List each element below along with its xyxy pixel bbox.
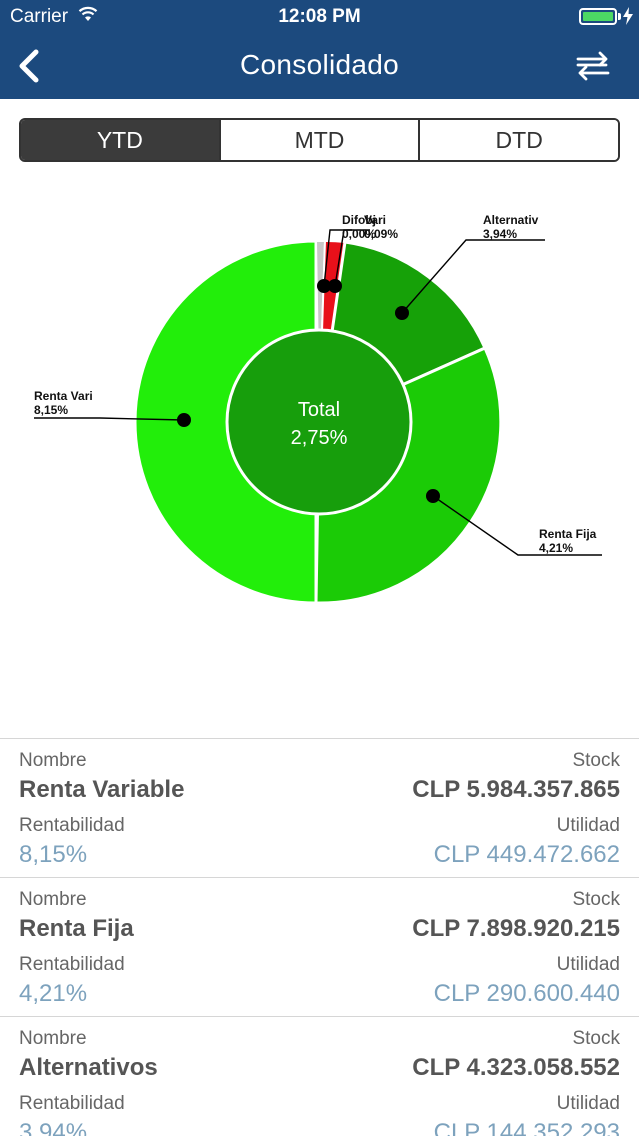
asset-list: Nombre Stock Renta Variable CLP 5.984.35… [0, 738, 639, 1136]
swap-arrows-icon[interactable] [575, 50, 611, 82]
label-leader-renta-fija [426, 489, 602, 556]
slice-value-vari: 0,09% [364, 227, 398, 241]
stock-value: CLP 5.984.357.865 [412, 776, 620, 803]
name-caption: Nombre [19, 750, 87, 771]
slice-label-difobj: Difobj [342, 213, 376, 227]
back-chevron-icon[interactable] [12, 46, 48, 86]
asset-name: Renta Variable [19, 776, 185, 803]
util-value: CLP 290.600.440 [433, 980, 620, 1007]
allocation-donut-chart: Total 2,75% Difobj 0,00% Vari 0,09% Alte… [0, 180, 639, 720]
name-caption: Nombre [19, 1028, 87, 1049]
stock-caption: Stock [572, 1028, 620, 1049]
util-caption: Utilidad [556, 954, 620, 975]
period-segmented-control: YTD MTD DTD [19, 118, 620, 162]
battery-tip [618, 13, 621, 20]
tab-ytd[interactable]: YTD [21, 120, 221, 160]
stock-caption: Stock [572, 750, 620, 771]
stock-value: CLP 7.898.920.215 [412, 915, 620, 942]
slice-value-renta-fija: 4,21% [539, 541, 573, 555]
charging-bolt-icon [623, 7, 633, 25]
battery-icon [579, 8, 617, 25]
rent-value: 8,15% [19, 841, 88, 868]
center-label: Total [298, 399, 340, 421]
carrier-label: Carrier [10, 6, 69, 27]
label-leader-renta-variable [34, 413, 191, 427]
slice-label-alternativos: Alternativ [483, 213, 539, 227]
slice-value-alternativos: 3,94% [483, 227, 517, 241]
wifi-icon [78, 6, 98, 21]
util-value: CLP 144.352.293 [433, 1119, 620, 1136]
list-item[interactable]: Nombre Stock Renta Fija CLP 7.898.920.21… [0, 877, 639, 1016]
util-caption: Utilidad [556, 815, 620, 836]
page-title: Consolidado [240, 49, 399, 80]
rent-value: 3,94% [19, 1119, 88, 1136]
donut-center [225, 328, 413, 516]
label-leader-vari [328, 229, 370, 293]
list-item[interactable]: Nombre Stock Alternativos CLP 4.323.058.… [0, 1016, 639, 1136]
stock-value: CLP 4.323.058.552 [412, 1054, 620, 1081]
list-item[interactable]: Nombre Stock Renta Variable CLP 5.984.35… [0, 738, 639, 877]
rent-caption: Rentabilidad [19, 954, 125, 975]
asset-name: Renta Fija [19, 915, 134, 942]
rent-caption: Rentabilidad [19, 815, 125, 836]
stock-caption: Stock [572, 889, 620, 910]
tab-mtd[interactable]: MTD [220, 120, 421, 160]
rent-value: 4,21% [19, 980, 88, 1007]
slice-label-vari: Vari [364, 213, 386, 227]
util-value: CLP 449.472.662 [433, 841, 620, 868]
rent-caption: Rentabilidad [19, 1093, 125, 1114]
navigation-bar: Consolidado [0, 34, 639, 99]
label-leader-alternativos [395, 239, 545, 320]
tab-dtd[interactable]: DTD [420, 120, 618, 160]
status-bar: Carrier 12:08 PM [0, 0, 639, 34]
asset-name: Alternativos [19, 1054, 158, 1081]
util-caption: Utilidad [556, 1093, 620, 1114]
clock: 12:08 PM [278, 6, 361, 27]
slice-value-renta-variable: 8,15% [34, 403, 68, 417]
center-value: 2,75% [291, 427, 348, 449]
slice-label-renta-variable: Renta Vari [34, 389, 93, 403]
slice-value-difobj: 0,00% [342, 227, 376, 241]
slice-label-renta-fija: Renta Fija [539, 527, 597, 541]
name-caption: Nombre [19, 889, 87, 910]
